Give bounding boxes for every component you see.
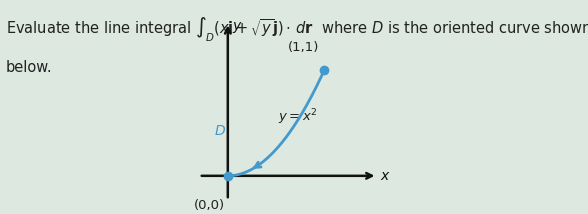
- Text: $x$: $x$: [380, 169, 391, 183]
- Text: Evaluate the line integral $\int_D(\mathit{x}\mathbf{i} + \sqrt{\mathit{y}}\math: Evaluate the line integral $\int_D(\math…: [6, 15, 588, 44]
- Text: D: D: [215, 124, 225, 138]
- Text: $y = x^2$: $y = x^2$: [278, 108, 318, 127]
- Text: $y$: $y$: [232, 20, 242, 35]
- Text: (1,1): (1,1): [288, 41, 319, 54]
- Text: below.: below.: [6, 60, 52, 75]
- Text: (0,0): (0,0): [194, 199, 225, 212]
